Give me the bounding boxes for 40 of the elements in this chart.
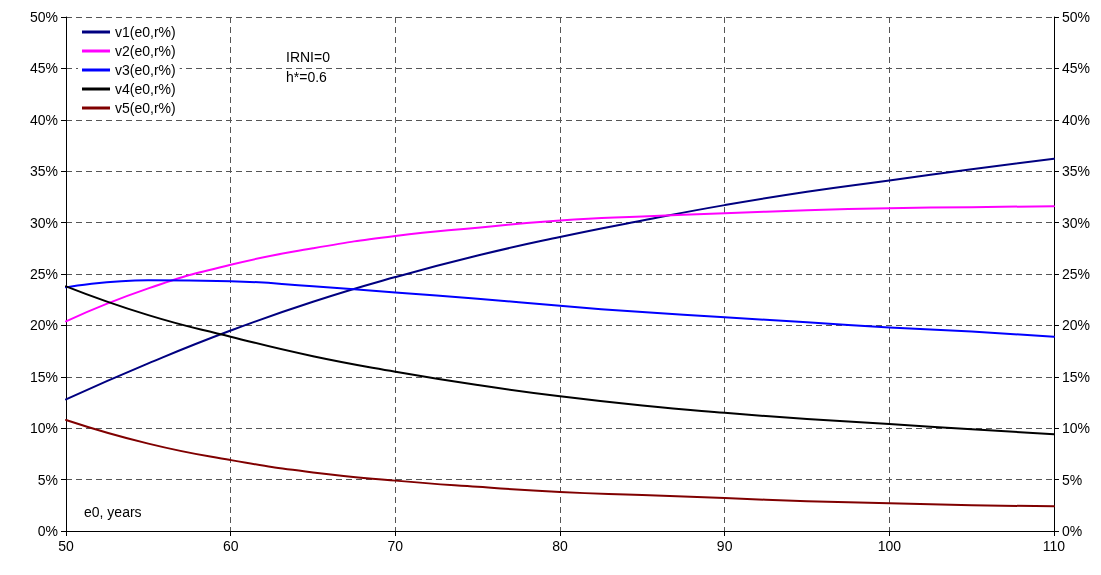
x-tick-label: 90 — [716, 538, 733, 554]
y-tick-label: 0% — [37, 523, 58, 539]
x-tick-label: 60 — [222, 538, 239, 554]
line-series — [65, 279, 1055, 338]
y-tick-label: 20% — [29, 317, 58, 334]
x-tick-label: 70 — [387, 538, 404, 554]
x-tick-label: 80 — [552, 538, 568, 554]
y2-tick-label: 15% — [1061, 368, 1091, 385]
y2-tick-label: 40% — [1061, 111, 1091, 128]
y-tick-label: 30% — [29, 214, 58, 231]
y-tick-label: 40% — [29, 111, 58, 128]
y2-tick-label: 5% — [1061, 471, 1083, 488]
legend-label: v5(e0,r%) — [115, 100, 176, 116]
y2-tick-label: 35% — [1061, 163, 1091, 180]
line-series — [65, 418, 1055, 508]
line-series — [65, 205, 1055, 323]
legend-label: v4(e0,r%) — [115, 81, 176, 97]
y-tick-label: 10% — [29, 420, 58, 437]
y2-tick-label: 25% — [1061, 266, 1091, 282]
x-tick-label: 110 — [1042, 538, 1066, 554]
y2-tick-label: 50% — [1061, 9, 1091, 25]
line-series — [65, 157, 1055, 401]
y2-tick-label: 20% — [1061, 317, 1091, 334]
y-tick-label: 35% — [29, 163, 58, 180]
y-tick-label: 50% — [29, 9, 58, 25]
y-tick-label: 25% — [29, 266, 58, 282]
y2-tick-label: 10% — [1061, 420, 1091, 437]
legend-label: v3(e0,r%) — [115, 62, 176, 78]
annotation: IRNI=0 h*=0.6 — [286, 49, 331, 85]
x-tick-label: 100 — [877, 538, 902, 554]
y2-tick-label: 45% — [1061, 60, 1091, 77]
y-tick-label: 5% — [37, 471, 58, 488]
legend-label: v1(e0,r%) — [115, 24, 176, 40]
y2-tick-label: 30% — [1061, 214, 1091, 231]
y2-tick-label: 0% — [1061, 523, 1083, 539]
y-tick-label: 15% — [29, 368, 58, 385]
legend-label: v2(e0,r%) — [115, 43, 176, 59]
x-axis-title: e0, years — [84, 504, 142, 520]
y-tick-label: 45% — [29, 60, 58, 77]
x-tick-label: 50 — [58, 538, 74, 554]
